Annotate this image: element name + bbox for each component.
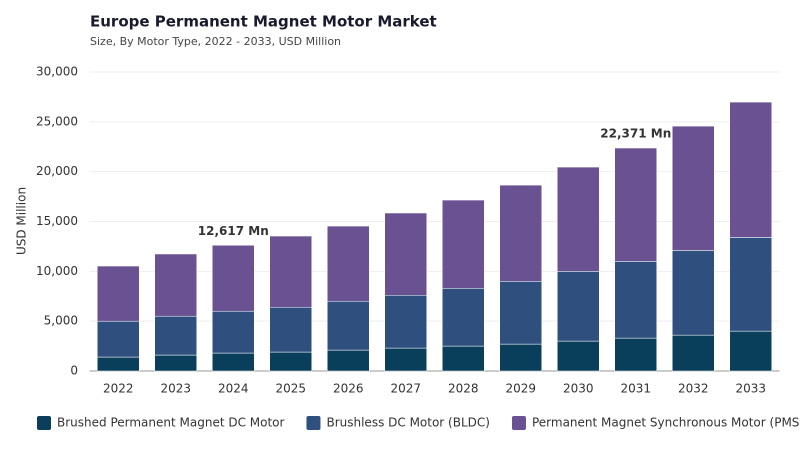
chart-title: Europe Permanent Magnet Motor Market — [90, 13, 437, 31]
x-tick-label: 2028 — [448, 382, 479, 396]
bar-segment — [97, 320, 140, 358]
y-axis-label: USD Million — [15, 187, 29, 255]
x-tick-label: 2023 — [160, 382, 191, 396]
bar-segment — [212, 245, 255, 312]
bar-segment — [154, 253, 197, 317]
annotation: 22,371 Mn — [600, 127, 671, 141]
bar-segment — [97, 356, 140, 372]
bar-segment — [614, 261, 657, 339]
legend-label: Permanent Magnet Synchronous Motor (PMSM… — [532, 416, 800, 430]
x-tick-label: 2027 — [390, 382, 421, 396]
legend-swatch — [511, 416, 526, 430]
bar-segment — [442, 345, 485, 372]
bar-segment — [499, 184, 542, 282]
bar-segment — [97, 265, 140, 322]
bar-segment — [442, 199, 485, 289]
bar-segment — [212, 352, 255, 372]
bar-segment — [499, 281, 542, 345]
y-tick-label: 25,000 — [36, 114, 78, 128]
bar-segment — [557, 271, 600, 342]
y-tick-label: 30,000 — [36, 65, 78, 79]
x-tick-label: 2030 — [563, 382, 594, 396]
bar-segment — [212, 310, 255, 354]
bar-segment — [327, 225, 370, 302]
bar-segment — [269, 306, 312, 353]
legend-label: Brushless DC Motor (BLDC) — [326, 416, 490, 430]
bar-segment — [269, 351, 312, 372]
bar-segment — [672, 125, 715, 251]
legend-swatch — [306, 416, 321, 430]
bar-segment — [672, 334, 715, 372]
bar-segment — [154, 315, 197, 356]
bar-segment — [499, 343, 542, 372]
legend-swatch — [37, 416, 51, 430]
x-tick-label: 2026 — [333, 382, 364, 396]
bar-segment — [729, 330, 772, 372]
chart-subtitle: Size, By Motor Type, 2022 - 2033, USD Mi… — [90, 35, 341, 48]
x-tick-label: 2022 — [103, 382, 134, 396]
annotation: 12,617 Mn — [198, 224, 269, 238]
bar-segment — [327, 300, 370, 351]
bar-segment — [154, 354, 197, 372]
x-tick-label: 2025 — [275, 382, 306, 396]
x-tick-label: 2032 — [678, 382, 709, 396]
bar-segment — [442, 288, 485, 347]
bar-segment — [729, 101, 772, 238]
bar-segment — [327, 349, 370, 372]
y-tick-label: 20,000 — [36, 164, 78, 178]
bar-segment — [557, 340, 600, 372]
bar-segment — [672, 250, 715, 336]
bar-segment — [384, 295, 427, 349]
x-tick-label: 2033 — [735, 382, 766, 396]
y-tick-label: 5,000 — [44, 314, 78, 328]
legend-label: Brushed Permanent Magnet DC Motor — [57, 416, 285, 430]
x-tick-label: 2031 — [620, 382, 651, 396]
bar-segment — [384, 347, 427, 372]
y-tick-label: 15,000 — [36, 214, 78, 228]
x-tick-label: 2029 — [505, 382, 536, 396]
bar-segment — [614, 147, 657, 262]
bar-segment — [557, 166, 600, 272]
bar-segment — [269, 235, 312, 308]
bar-segment — [384, 212, 427, 296]
y-tick-label: 0 — [70, 364, 78, 378]
x-tick-label: 2024 — [218, 382, 249, 396]
bar-segment — [729, 237, 772, 332]
y-tick-label: 10,000 — [36, 264, 78, 278]
bar-segment — [614, 337, 657, 372]
